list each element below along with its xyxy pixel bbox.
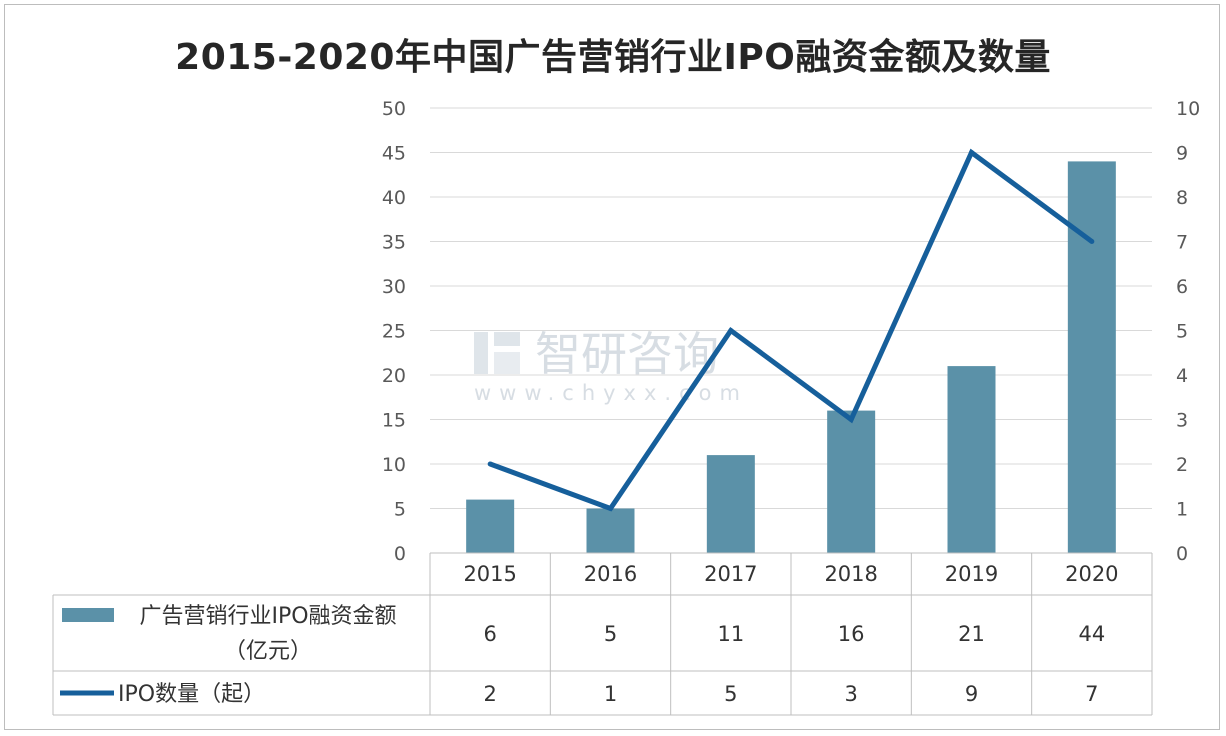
y-left-tick-label: 10 <box>382 454 406 476</box>
bar-value-label: 5 <box>604 622 617 646</box>
bar-value-label: 16 <box>838 622 865 646</box>
y-left-tick-label: 45 <box>382 143 406 165</box>
y-left-tick-label: 25 <box>382 321 406 343</box>
y-left-tick-label: 15 <box>382 410 406 432</box>
x-tick-label: 2016 <box>584 562 637 586</box>
y-right-tick-label: 6 <box>1176 276 1188 298</box>
y-left-tick-label: 5 <box>394 499 406 521</box>
y-right-tick-label: 1 <box>1176 499 1188 521</box>
line-value-label: 9 <box>965 682 978 706</box>
y-left-tick-label: 35 <box>382 232 406 254</box>
bar-2019 <box>947 366 996 553</box>
y-left-tick-label: 0 <box>394 543 406 565</box>
watermark-url: www.chyxx.com <box>474 381 748 405</box>
line-value-label: 7 <box>1085 682 1098 706</box>
line-point-2018 <box>848 417 854 422</box>
x-tick-label: 2019 <box>945 562 998 586</box>
line-value-label: 2 <box>483 682 496 706</box>
y-right-tick-label: 8 <box>1176 187 1188 209</box>
y-right-tick-label: 5 <box>1176 321 1188 343</box>
bar-2018 <box>827 410 876 553</box>
line-value-label: 1 <box>604 682 617 706</box>
bar-2020 <box>1067 161 1116 553</box>
line-value-label: 5 <box>724 682 737 706</box>
bar-value-label: 21 <box>958 622 985 646</box>
watermark-logo-icon <box>474 332 488 374</box>
chart-frame <box>4 4 1220 730</box>
legend-label-line: IPO数量（起） <box>118 682 265 707</box>
watermark: 智研咨询 www.chyxx.com <box>474 327 748 405</box>
bar-2016 <box>586 508 635 553</box>
line-point-2016 <box>608 506 613 511</box>
line-point-2020 <box>1089 239 1095 244</box>
y-right-tick-label: 4 <box>1176 365 1188 387</box>
bar-value-label: 44 <box>1078 622 1105 646</box>
x-tick-label: 2017 <box>704 562 757 586</box>
chart-title: 2015-2020年中国广告营销行业IPO融资金额及数量 <box>175 37 1051 78</box>
watermark-logo-icon-part <box>494 332 520 346</box>
watermark-logo-icon-part2 <box>494 352 520 374</box>
y-right-tick-label: 9 <box>1176 143 1188 165</box>
legend-label-bar-line2: （亿元） <box>224 639 312 664</box>
y-left-tick-label: 40 <box>382 187 406 209</box>
x-tick-label: 2015 <box>463 562 516 586</box>
legend-swatch-bar <box>62 608 114 622</box>
y-right-tick-label: 0 <box>1176 543 1188 565</box>
line-point-2019 <box>969 150 974 155</box>
line-value-label: 3 <box>844 682 857 706</box>
y-right-tick-label: 3 <box>1176 410 1188 432</box>
line-point-2015 <box>487 461 493 467</box>
x-tick-label: 2020 <box>1065 562 1118 586</box>
ipo-count-line <box>489 148 1094 512</box>
x-tick-label: 2018 <box>824 562 877 586</box>
watermark-text: 智研咨询 <box>535 327 719 381</box>
legend-label-bar: 广告营销行业IPO融资金额 <box>139 604 396 629</box>
bar-value-label: 6 <box>483 622 496 646</box>
bar-2015 <box>466 499 515 553</box>
y-left-tick-label: 30 <box>382 276 406 298</box>
y-right-tick-label: 10 <box>1176 98 1200 120</box>
bar-value-label: 11 <box>717 622 744 646</box>
bar-2017 <box>706 455 755 553</box>
y-left-tick-label: 20 <box>382 365 406 387</box>
line-point-2017 <box>728 328 734 333</box>
y-right-tick-label: 7 <box>1176 232 1188 254</box>
y-right-tick-label: 2 <box>1176 454 1188 476</box>
y-left-tick-label: 50 <box>382 98 406 120</box>
